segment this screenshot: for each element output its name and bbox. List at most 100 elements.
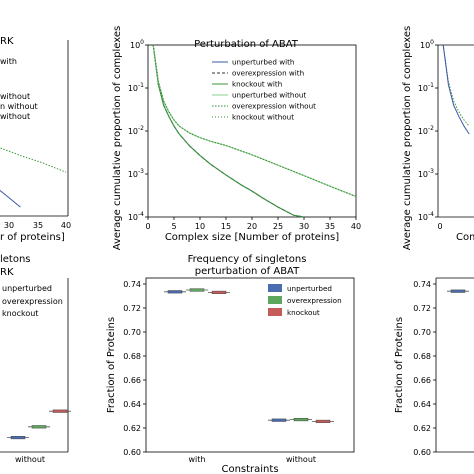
y-tick-label: 10-3: [418, 168, 434, 179]
legend-entry: unperturbed without: [232, 91, 306, 100]
legend-entry: overexpression without: [232, 102, 316, 111]
x-tick-label: without: [286, 455, 316, 464]
y-tick-label: 10-2: [128, 125, 144, 136]
y-tick-label: 0.64: [123, 400, 141, 409]
x-tick-label: 0: [437, 222, 442, 231]
panel-top-right: 10-4 10-3 10-2 10-1 100 0 Comp Average cumul…: [402, 26, 474, 251]
box: [167, 290, 183, 294]
x-tick-label: 20: [247, 222, 257, 231]
legend-entry: unperturbed with: [232, 58, 294, 67]
y-tick-label: 10-4: [418, 211, 434, 222]
x-tick-label: 35: [325, 222, 335, 231]
legend-entry: knockout without: [232, 113, 294, 122]
series-line: [152, 44, 357, 197]
legend: unperturbed overexpression knockout: [268, 284, 342, 317]
y-tick-label: 10-1: [418, 82, 434, 93]
y-tick-label: 0.68: [413, 352, 431, 361]
panel-title: letons: [0, 254, 31, 265]
box: [450, 289, 466, 293]
box: [10, 436, 26, 440]
y-tick-label: 0.60: [413, 448, 431, 457]
legend-entry: n without: [0, 102, 38, 111]
legend-entry: knockout: [287, 308, 320, 317]
box: [293, 418, 309, 422]
x-tick-label: 35: [33, 221, 43, 230]
y-tick-label: 0.70: [123, 328, 141, 337]
y-tick-label: 0.74: [413, 280, 431, 289]
y-tick-label: 0.66: [123, 376, 141, 385]
panel-title: Frequency of singletons: [188, 254, 307, 265]
y-tick-label: 0.72: [413, 304, 431, 313]
y-tick-label: 0.70: [413, 328, 431, 337]
series-line: [0, 147, 67, 173]
x-axis-label: Complex size [Number of proteins]: [165, 232, 339, 243]
legend: unperturbed with overexpression with kno…: [212, 58, 316, 122]
legend-entry: overexpression: [2, 297, 63, 306]
legend-entry: without: [0, 112, 30, 121]
panel-title: Perturbation of ABAT: [194, 39, 299, 50]
y-tick-label: 0.68: [123, 352, 141, 361]
y-tick-label: 0.60: [123, 448, 141, 457]
x-tick-label: 40: [351, 222, 361, 231]
x-tick-label: without: [15, 455, 45, 464]
x-tick-label: 10: [195, 222, 205, 231]
y-tick-label: 0.64: [413, 400, 431, 409]
box: [52, 409, 68, 413]
panel-bottom-middle: Frequency of singletons perturbation of …: [106, 254, 355, 474]
legend-entry: unperturbed: [287, 284, 332, 293]
y-tick-label: 100: [420, 39, 434, 50]
y-tick-label: 0.66: [413, 376, 431, 385]
box: [315, 419, 331, 423]
y-axis-label: Average cumulative proportion of complex…: [402, 26, 413, 251]
y-axis-label: Fraction of Proteins: [394, 317, 405, 413]
y-tick-label: 0.62: [123, 424, 141, 433]
legend-swatch: [268, 284, 282, 292]
legend-entry: overexpression with: [232, 69, 304, 78]
box: [271, 418, 287, 422]
panel-bottom-right: 0.60 0.62 0.64 0.66 0.68 0.70 0.72 0.74 Fractio…: [394, 277, 474, 457]
y-tick-label: 0.72: [123, 304, 141, 313]
y-tick-label: 0.62: [413, 424, 431, 433]
x-tick-label: 40: [61, 221, 71, 230]
panel-bottom-left: letons RK unperturbed overexpression kno…: [0, 254, 71, 464]
panel-subtitle: perturbation of ABAT: [195, 266, 300, 277]
x-tick-label: 5: [171, 222, 176, 231]
series-line: [152, 44, 305, 218]
y-axis-label: Average cumulative proportion of complex…: [112, 26, 123, 251]
series-line: [0, 189, 21, 208]
legend-entry: unperturbed: [2, 284, 52, 293]
x-axis-label: Comp: [456, 232, 474, 243]
panel-subtitle: RK: [0, 267, 14, 278]
legend-entry: knockout: [2, 309, 38, 318]
legend-entry: overexpression: [287, 296, 342, 305]
y-tick-label: 0.74: [123, 280, 141, 289]
y-tick-label: 10-4: [128, 211, 144, 222]
y-axis-label: Fraction of Proteins: [106, 317, 117, 413]
plot-frame: [145, 277, 355, 453]
legend-swatch: [268, 308, 282, 316]
box: [211, 290, 227, 294]
box: [31, 425, 47, 429]
panel-top-middle: Perturbation of ABAT unperturbed with ov…: [112, 26, 361, 251]
x-tick-label: 30: [4, 221, 14, 230]
box: [189, 288, 205, 292]
x-tick-label: 25: [273, 222, 283, 231]
x-axis-label: Constraints: [221, 464, 278, 474]
legend-entry: knockout with: [232, 80, 282, 89]
panel-title: RK: [0, 36, 14, 47]
legend-swatch: [268, 296, 282, 304]
series-line: [442, 44, 470, 127]
panel-top-left: RK with without n without without 30 35 …: [0, 36, 71, 243]
x-axis-label: r of proteins]: [0, 232, 65, 243]
x-tick-label: 15: [221, 222, 231, 231]
legend-entry: without: [0, 92, 30, 101]
y-tick-label: 10-1: [128, 82, 144, 93]
x-tick-label: 30: [299, 222, 309, 231]
x-tick-label: 0: [145, 222, 150, 231]
y-tick-label: 10-2: [418, 125, 434, 136]
y-tick-label: 10-3: [128, 168, 144, 179]
x-tick-label: with: [189, 455, 206, 464]
series-line: [442, 44, 470, 135]
y-tick-label: 100: [130, 39, 144, 50]
